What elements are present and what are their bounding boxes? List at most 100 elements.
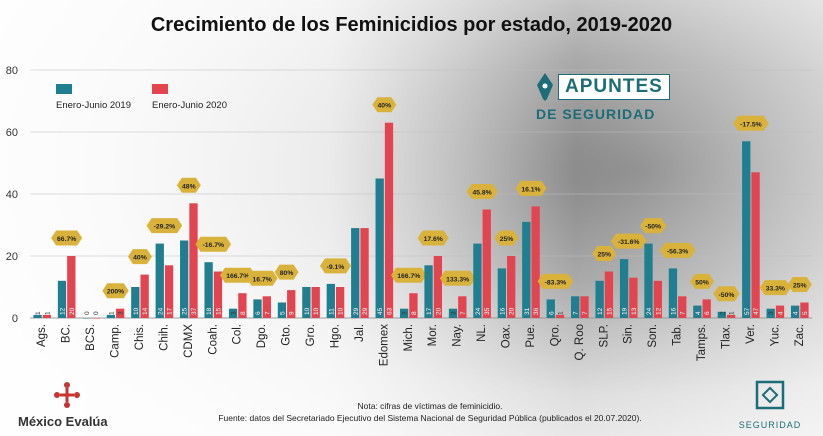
bar-value-label: 5 xyxy=(802,311,809,315)
bar-value-label: 17 xyxy=(426,307,433,315)
y-tick-label: 80 xyxy=(6,65,18,77)
bar-value-label: 45 xyxy=(377,307,384,315)
bar-2019 xyxy=(253,299,262,318)
bar-2020 xyxy=(189,203,198,318)
bar-2020 xyxy=(482,209,491,318)
x-tick-label: NL. xyxy=(476,324,488,342)
x-tick-label: Chih. xyxy=(158,324,170,351)
bar-2019 xyxy=(668,268,678,318)
change-badge xyxy=(390,267,427,283)
x-tick-label: Col. xyxy=(232,324,244,344)
bar-value-label: 18 xyxy=(206,307,213,315)
bar-value-label: 20 xyxy=(435,307,442,315)
legend-swatch xyxy=(152,84,168,94)
bar-value-label: 3 xyxy=(768,311,775,315)
bar-value-label: 7 xyxy=(582,311,589,315)
bar-value-label: 12 xyxy=(60,307,67,315)
bar-value-label: 29 xyxy=(353,307,360,315)
x-tick-label: Pue. xyxy=(525,324,537,348)
bar-2019 xyxy=(571,296,580,318)
seguridad-logo: SEGURIDAD xyxy=(728,378,812,434)
change-label: 16.7% xyxy=(253,276,272,283)
bar-2020 xyxy=(800,302,809,318)
bar-value-label: 1 xyxy=(558,311,565,315)
bar-value-label: 12 xyxy=(597,307,604,315)
bar-2019 xyxy=(33,314,42,318)
bar-value-label: 6 xyxy=(255,311,262,315)
bar-value-label: 4 xyxy=(793,311,800,315)
x-tick-label: Ags. xyxy=(36,324,48,347)
bar-value-label: 1 xyxy=(44,311,51,315)
bar-value-label: 0 xyxy=(84,311,91,315)
bar-2019 xyxy=(106,314,116,318)
change-badge xyxy=(466,184,498,199)
change-label: 45.8% xyxy=(472,190,491,197)
bar-2019 xyxy=(693,305,702,318)
logo-line1: APUNTES xyxy=(558,74,670,100)
bar-value-label: 15 xyxy=(215,307,222,315)
x-tick-label: BCS. xyxy=(85,324,97,351)
bar-2020 xyxy=(287,290,296,318)
bar-value-label: 8 xyxy=(411,311,418,315)
change-badge xyxy=(515,180,547,196)
bar-value-label: 13 xyxy=(631,307,638,315)
x-tick-label: Ver. xyxy=(745,324,757,344)
x-tick-label: Nay. xyxy=(452,324,464,347)
bar-2019 xyxy=(351,228,360,318)
change-badge xyxy=(146,218,183,234)
bar-2020 xyxy=(458,296,467,318)
bar-value-label: 35 xyxy=(484,307,491,315)
x-tick-label: Tamps. xyxy=(696,324,708,361)
bar-value-label: 8 xyxy=(240,311,247,315)
bar-2019 xyxy=(375,178,384,318)
legend-label: Enero-Junio 2020 xyxy=(152,100,227,111)
bar-2019 xyxy=(277,302,287,318)
change-label: -31.6% xyxy=(618,239,640,246)
x-tick-label: Sin. xyxy=(623,324,635,344)
change-label: 17.6% xyxy=(424,236,443,243)
bar-2019 xyxy=(619,259,629,318)
bar-2020 xyxy=(604,271,614,318)
change-label: 48% xyxy=(182,183,196,190)
logo-line2: DE SEGURIDAD xyxy=(536,106,656,122)
bar-2019 xyxy=(228,308,238,318)
x-tick-label: Qro. xyxy=(549,324,561,346)
x-tick-label: Mich. xyxy=(403,324,415,351)
bar-value-label: 0 xyxy=(93,311,100,315)
bar-value-label: 3 xyxy=(451,311,458,315)
change-badge xyxy=(787,277,812,292)
legend-label: Enero-Junio 2019 xyxy=(56,100,131,111)
bar-2020 xyxy=(775,305,785,318)
bar-2020 xyxy=(555,314,565,318)
change-badge xyxy=(51,230,83,246)
bar-value-label: 2 xyxy=(719,311,726,315)
bar-2020 xyxy=(335,287,345,318)
bar-value-label: 20 xyxy=(509,307,516,315)
change-badge xyxy=(219,267,256,283)
change-label: 166.7% xyxy=(397,273,420,280)
bar-value-label: 37 xyxy=(191,307,198,315)
change-badge xyxy=(494,230,519,246)
change-label: 133.3% xyxy=(446,276,469,283)
change-badge xyxy=(592,246,617,261)
x-tick-label: Oax. xyxy=(501,324,513,348)
mexico-evalua-icon xyxy=(54,382,80,408)
bar-2019 xyxy=(302,287,311,318)
change-label: 25% xyxy=(500,236,514,243)
change-label: -17.5% xyxy=(740,121,762,128)
bar-2020 xyxy=(91,318,100,319)
change-label: -56.3% xyxy=(667,248,689,255)
x-tick-label: Jal. xyxy=(354,324,366,342)
x-tick-label: CDMX xyxy=(183,324,195,358)
change-label: -50% xyxy=(719,292,735,299)
bar-2019 xyxy=(57,280,67,318)
legend-swatch xyxy=(56,84,72,94)
bar-value-label: 10 xyxy=(304,307,311,315)
y-tick-label: 20 xyxy=(6,251,18,263)
x-tick-label: Son. xyxy=(647,324,659,348)
bar-2019 xyxy=(742,141,751,318)
bar-2019 xyxy=(204,262,213,318)
bar-2019 xyxy=(180,240,189,318)
y-tick-label: 0 xyxy=(12,313,18,325)
bar-value-label: 47 xyxy=(753,307,760,315)
